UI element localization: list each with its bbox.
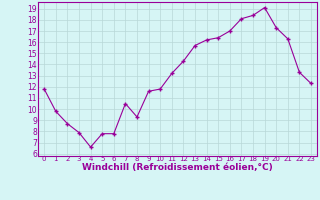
X-axis label: Windchill (Refroidissement éolien,°C): Windchill (Refroidissement éolien,°C) (82, 163, 273, 172)
